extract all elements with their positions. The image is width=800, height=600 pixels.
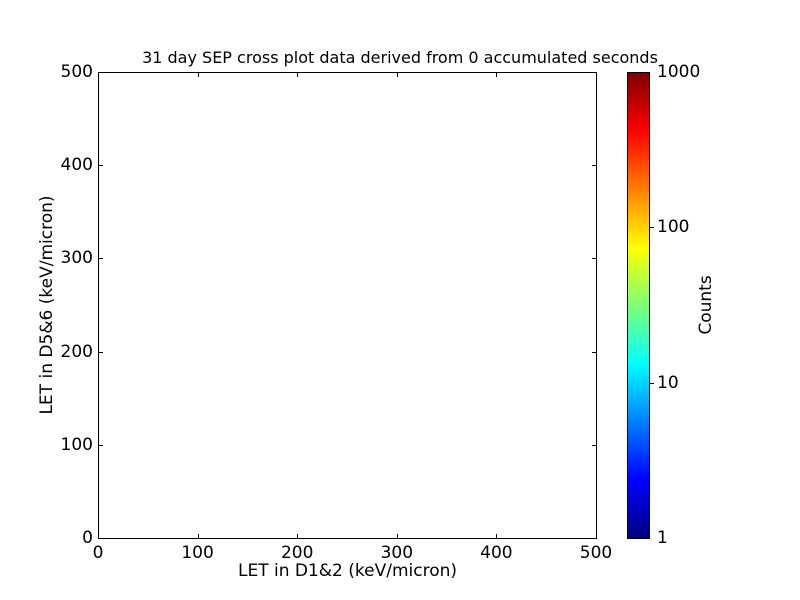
x-tick-label: 500 bbox=[579, 543, 613, 563]
y-tick-mark bbox=[99, 351, 103, 353]
chart-title-line-1: 31 day SEP cross plot data derived from … bbox=[142, 48, 658, 67]
y-tick-mark bbox=[99, 444, 103, 446]
y-tick-mark bbox=[99, 258, 103, 260]
colorbar-tick-label: 1 bbox=[657, 528, 668, 548]
x-tick-mark-top bbox=[496, 73, 498, 77]
x-tick-mark-top bbox=[596, 73, 597, 77]
colorbar-tick-label: 10 bbox=[657, 372, 679, 393]
y-tick-label: 500 bbox=[60, 62, 93, 82]
x-tick-mark-top bbox=[396, 73, 398, 77]
colorbar bbox=[627, 72, 650, 539]
y-tick-mark-right bbox=[592, 165, 596, 167]
x-tick-mark bbox=[197, 534, 199, 538]
y-axis-label: LET in D5&6 (keV/micron) bbox=[37, 195, 57, 415]
y-tick-mark bbox=[99, 165, 103, 167]
x-tick-mark-top bbox=[98, 73, 99, 77]
y-tick-label: 300 bbox=[60, 248, 93, 269]
x-tick-mark bbox=[396, 534, 398, 538]
y-tick-mark-right bbox=[592, 258, 596, 260]
x-tick-label: 200 bbox=[280, 543, 314, 563]
y-tick-label: 200 bbox=[60, 341, 93, 362]
x-tick-mark bbox=[297, 534, 299, 538]
x-tick-mark bbox=[596, 534, 597, 538]
y-tick-mark-right bbox=[592, 351, 596, 353]
y-tick-label: 400 bbox=[60, 155, 93, 176]
y-tick-mark bbox=[99, 538, 103, 539]
y-tick-mark-right bbox=[592, 444, 596, 446]
plot-area bbox=[98, 72, 597, 539]
x-tick-label: 100 bbox=[181, 543, 214, 563]
x-tick-mark bbox=[98, 534, 99, 538]
x-tick-mark-top bbox=[297, 73, 299, 77]
x-tick-label: 400 bbox=[480, 543, 513, 563]
colorbar-tick-mark bbox=[650, 382, 654, 384]
y-tick-mark bbox=[99, 72, 103, 73]
x-tick-label: 0 bbox=[92, 543, 104, 563]
y-tick-mark-right bbox=[592, 72, 596, 73]
colorbar-tick-label: 1000 bbox=[657, 62, 701, 82]
x-axis-label: LET in D1&2 (keV/micron) bbox=[237, 561, 458, 581]
y-tick-label: 100 bbox=[60, 434, 93, 455]
colorbar-label: Counts bbox=[696, 275, 716, 335]
colorbar-tick-label: 100 bbox=[657, 217, 690, 238]
x-tick-mark-top bbox=[197, 73, 199, 77]
x-tick-mark bbox=[496, 534, 498, 538]
x-tick-label: 300 bbox=[380, 543, 414, 563]
y-tick-mark-right bbox=[592, 538, 596, 539]
y-tick-label: 0 bbox=[82, 528, 93, 548]
colorbar-tick-mark bbox=[650, 227, 654, 229]
